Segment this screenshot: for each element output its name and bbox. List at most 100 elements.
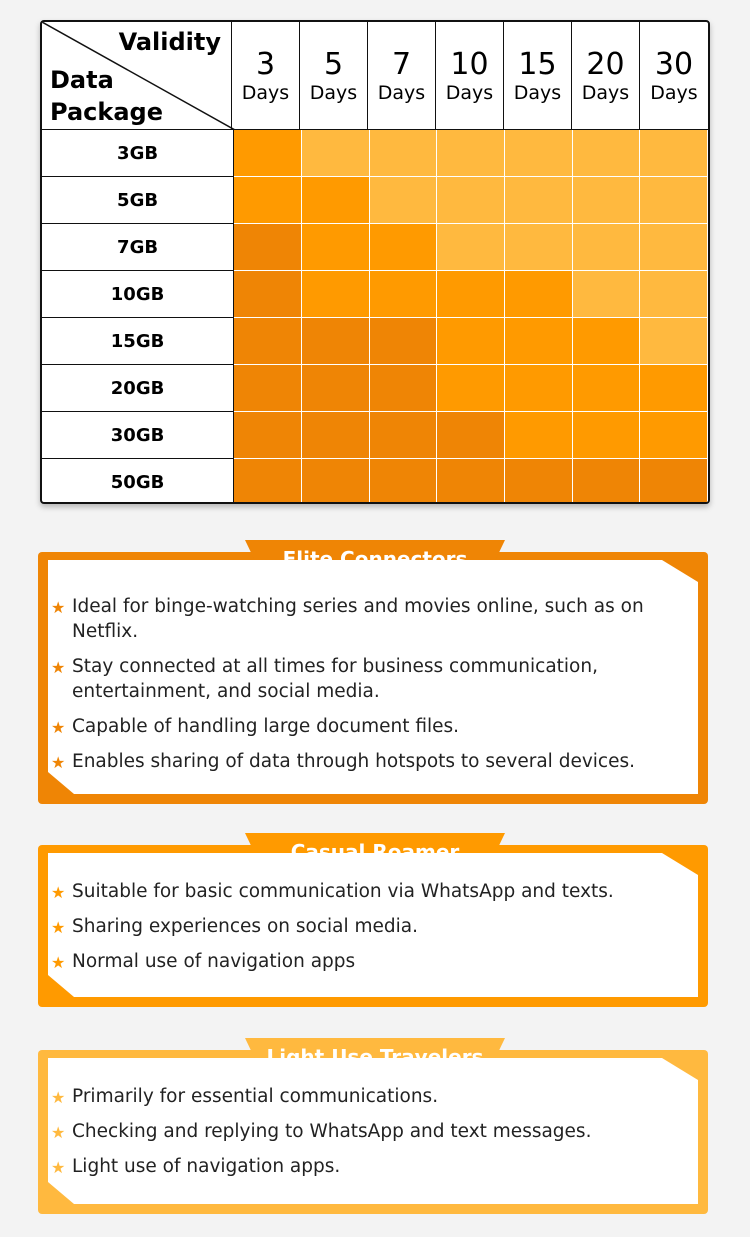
cell-15gb-20d bbox=[572, 318, 641, 365]
data-label: Data bbox=[50, 66, 114, 94]
star-icon: ★ bbox=[51, 918, 66, 937]
table-row-3gb: 3GB bbox=[42, 130, 708, 177]
cell-10gb-5d bbox=[301, 271, 370, 318]
cell-3gb-15d bbox=[504, 130, 573, 177]
cell-5gb-5d bbox=[301, 177, 370, 224]
column-header-7-days: 7 Days bbox=[368, 22, 436, 129]
cell-30gb-7d bbox=[369, 412, 438, 459]
table-row-10gb: 10GB bbox=[42, 271, 708, 318]
days-number: 30 bbox=[654, 47, 694, 82]
cell-10gb-10d bbox=[437, 271, 505, 318]
cell-30gb-3d bbox=[234, 412, 302, 459]
star-icon: ★ bbox=[51, 598, 66, 617]
star-icon: ★ bbox=[51, 1123, 66, 1142]
cell-20gb-15d bbox=[504, 365, 573, 412]
feature-item: ★ Stay connected at all times for busines… bbox=[72, 654, 682, 704]
cell-10gb-15d bbox=[504, 271, 573, 318]
cell-5gb-15d bbox=[504, 177, 573, 224]
cell-3gb-5d bbox=[301, 130, 370, 177]
cell-20gb-30d bbox=[640, 365, 708, 412]
cell-50gb-20d bbox=[572, 459, 641, 502]
plan-card-elite-connectors: Elite Connectors ★ Ideal for binge-watchin… bbox=[38, 540, 708, 804]
package-label: 10GB bbox=[42, 271, 235, 318]
package-label: 7GB bbox=[42, 224, 235, 271]
feature-text: Light use of navigation apps. bbox=[72, 1156, 341, 1177]
cell-7gb-20d bbox=[572, 224, 641, 271]
package-label: 50GB bbox=[42, 459, 235, 502]
days-number: 3 bbox=[255, 47, 276, 82]
cell-5gb-3d bbox=[234, 177, 302, 224]
days-number: 5 bbox=[323, 47, 344, 82]
days-unit: Days bbox=[377, 82, 426, 104]
days-unit: Days bbox=[513, 82, 562, 104]
cell-3gb-20d bbox=[572, 130, 641, 177]
table-row-15gb: 15GB bbox=[42, 318, 708, 365]
feature-item: ★ Capable of handling large document file… bbox=[72, 714, 682, 739]
feature-item: ★ Sharing experiences on social media. bbox=[72, 914, 682, 939]
feature-item: ★ Enables sharing of data through hotspot… bbox=[72, 749, 682, 774]
column-header-30-days: 30 Days bbox=[640, 22, 708, 129]
cell-7gb-5d bbox=[301, 224, 370, 271]
cell-20gb-10d bbox=[437, 365, 505, 412]
data-package-table: Validity Data Package 3 Days 5 Days 7 Days 10 Da… bbox=[40, 20, 710, 504]
cell-10gb-3d bbox=[234, 271, 302, 318]
package-label: 15GB bbox=[42, 318, 235, 365]
cell-3gb-3d bbox=[234, 130, 302, 177]
star-icon: ★ bbox=[51, 953, 66, 972]
feature-list: ★ Ideal for binge-watching series and mov… bbox=[72, 594, 682, 774]
table-row-30gb: 30GB bbox=[42, 412, 708, 459]
days-unit: Days bbox=[309, 82, 358, 104]
package-label: 3GB bbox=[42, 130, 235, 177]
cell-30gb-15d bbox=[504, 412, 573, 459]
feature-text: Capable of handling large document files… bbox=[72, 716, 460, 737]
card-body: ★ Ideal for binge-watching series and mov… bbox=[48, 560, 698, 794]
feature-list: ★ Primarily for essential communications.… bbox=[72, 1084, 682, 1179]
cell-20gb-20d bbox=[572, 365, 641, 412]
cell-7gb-7d bbox=[369, 224, 438, 271]
package-label: 30GB bbox=[42, 412, 235, 459]
column-header-10-days: 10 Days bbox=[436, 22, 504, 129]
feature-text: Primarily for essential communications. bbox=[72, 1086, 439, 1107]
feature-text: Enables sharing of data through hotspots… bbox=[72, 751, 635, 772]
validity-columns: 3 Days 5 Days 7 Days 10 Days 15 Days 20 Days 30 Days bbox=[232, 22, 708, 129]
cell-50gb-15d bbox=[504, 459, 573, 502]
header-corner: Validity Data Package bbox=[42, 22, 235, 130]
data-package-label: Data Package bbox=[50, 64, 163, 128]
cell-50gb-30d bbox=[640, 459, 708, 502]
table-row-5gb: 5GB bbox=[42, 177, 708, 224]
cell-30gb-20d bbox=[572, 412, 641, 459]
cell-5gb-20d bbox=[572, 177, 641, 224]
days-number: 10 bbox=[450, 47, 489, 82]
feature-item: ★ Primarily for essential communications. bbox=[72, 1084, 682, 1109]
feature-list: ★ Suitable for basic communication via Wh… bbox=[72, 879, 682, 974]
validity-label: Validity bbox=[118, 28, 221, 56]
star-icon: ★ bbox=[51, 883, 66, 902]
diagonal-divider bbox=[42, 22, 235, 130]
package-label: 20GB bbox=[42, 365, 235, 412]
cell-20gb-7d bbox=[369, 365, 438, 412]
cell-15gb-10d bbox=[437, 318, 505, 365]
feature-text: Normal use of navigation apps bbox=[72, 951, 356, 972]
cell-30gb-10d bbox=[437, 412, 505, 459]
feature-text: Sharing experiences on social media. bbox=[72, 916, 419, 937]
cell-50gb-10d bbox=[437, 459, 505, 502]
days-unit: Days bbox=[241, 82, 290, 104]
card-body: ★ Suitable for basic communication via Wh… bbox=[48, 853, 698, 997]
cell-5gb-10d bbox=[437, 177, 505, 224]
days-number: 7 bbox=[391, 47, 412, 82]
star-icon: ★ bbox=[51, 1158, 66, 1177]
days-unit: Days bbox=[650, 82, 698, 104]
column-header-20-days: 20 Days bbox=[572, 22, 640, 129]
cell-30gb-30d bbox=[640, 412, 708, 459]
column-header-3-days: 3 Days bbox=[232, 22, 300, 129]
cell-10gb-7d bbox=[369, 271, 438, 318]
table-header: Validity Data Package 3 Days 5 Days 7 Days 10 Da… bbox=[42, 22, 708, 130]
feature-text: Checking and replying to WhatsApp and te… bbox=[72, 1121, 592, 1142]
star-icon: ★ bbox=[51, 1088, 66, 1107]
cell-50gb-3d bbox=[234, 459, 302, 502]
star-icon: ★ bbox=[51, 658, 66, 677]
cell-5gb-30d bbox=[640, 177, 708, 224]
star-icon: ★ bbox=[51, 753, 66, 772]
card-body: ★ Primarily for essential communications.… bbox=[48, 1058, 698, 1204]
column-header-15-days: 15 Days bbox=[504, 22, 572, 129]
